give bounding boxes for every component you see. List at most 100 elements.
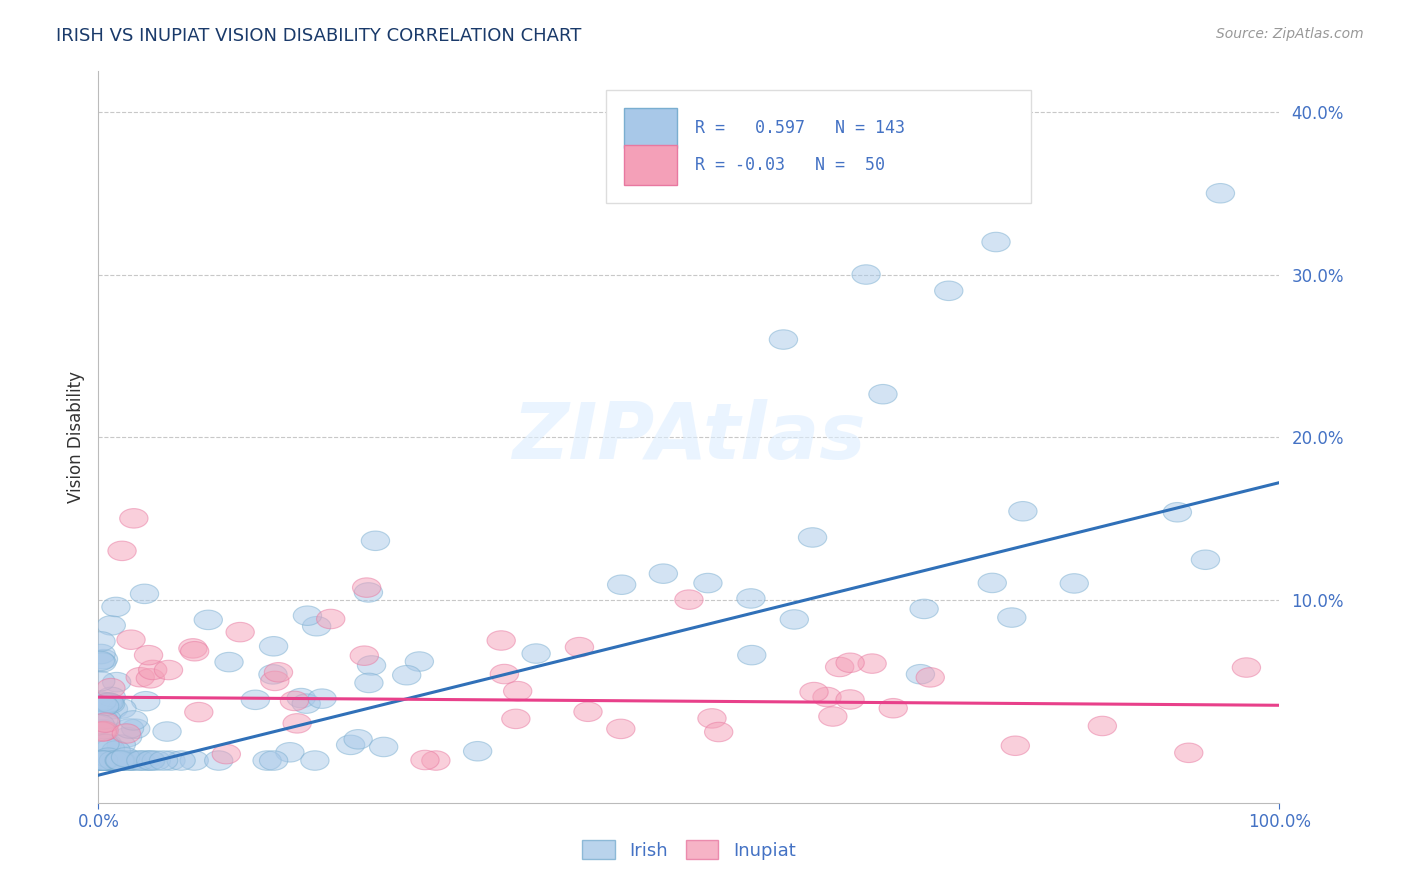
FancyBboxPatch shape (624, 145, 678, 185)
Ellipse shape (86, 751, 114, 771)
Ellipse shape (704, 723, 733, 742)
Ellipse shape (294, 606, 322, 625)
Ellipse shape (100, 751, 128, 771)
Ellipse shape (650, 564, 678, 583)
Ellipse shape (142, 751, 170, 771)
Ellipse shape (260, 671, 290, 690)
Ellipse shape (1001, 736, 1029, 756)
Ellipse shape (127, 667, 155, 687)
Ellipse shape (606, 719, 636, 739)
Y-axis label: Vision Disability: Vision Disability (66, 371, 84, 503)
Ellipse shape (103, 673, 131, 692)
Ellipse shape (259, 665, 287, 684)
Ellipse shape (136, 669, 165, 688)
Ellipse shape (607, 575, 636, 594)
Ellipse shape (103, 751, 131, 771)
Ellipse shape (422, 751, 450, 771)
Ellipse shape (100, 751, 128, 771)
Ellipse shape (132, 691, 160, 711)
Ellipse shape (107, 751, 135, 771)
Ellipse shape (98, 748, 127, 767)
Ellipse shape (121, 719, 150, 739)
Ellipse shape (280, 691, 309, 711)
Ellipse shape (370, 737, 398, 756)
Text: Source: ZipAtlas.com: Source: ZipAtlas.com (1216, 27, 1364, 41)
Ellipse shape (105, 751, 134, 771)
Ellipse shape (357, 656, 385, 675)
Ellipse shape (869, 384, 897, 404)
Ellipse shape (90, 697, 118, 715)
Ellipse shape (800, 682, 828, 702)
Ellipse shape (157, 751, 186, 771)
Ellipse shape (910, 599, 938, 619)
Ellipse shape (94, 692, 122, 712)
Ellipse shape (697, 708, 725, 728)
Ellipse shape (118, 751, 146, 771)
Ellipse shape (818, 706, 846, 726)
Ellipse shape (89, 751, 117, 771)
Ellipse shape (97, 694, 125, 714)
Ellipse shape (104, 751, 132, 771)
Ellipse shape (1206, 184, 1234, 203)
Ellipse shape (89, 722, 117, 741)
Ellipse shape (1191, 550, 1219, 569)
Ellipse shape (94, 751, 122, 771)
Ellipse shape (693, 574, 723, 593)
Ellipse shape (135, 646, 163, 665)
Ellipse shape (503, 681, 531, 701)
Ellipse shape (825, 657, 853, 677)
Ellipse shape (260, 637, 288, 656)
Ellipse shape (405, 652, 433, 672)
Ellipse shape (350, 646, 378, 665)
Ellipse shape (464, 741, 492, 761)
Ellipse shape (131, 584, 159, 604)
Ellipse shape (89, 649, 118, 669)
Ellipse shape (155, 660, 183, 680)
Ellipse shape (574, 702, 602, 722)
Ellipse shape (522, 644, 550, 664)
Ellipse shape (215, 652, 243, 672)
Ellipse shape (194, 610, 222, 630)
Ellipse shape (998, 607, 1026, 627)
Ellipse shape (837, 690, 865, 709)
Ellipse shape (107, 751, 135, 771)
Ellipse shape (292, 694, 321, 714)
Ellipse shape (837, 653, 865, 673)
Ellipse shape (96, 693, 124, 713)
Ellipse shape (89, 751, 117, 771)
Text: R = -0.03   N =  50: R = -0.03 N = 50 (695, 155, 884, 174)
Ellipse shape (104, 751, 132, 771)
Ellipse shape (1163, 502, 1191, 522)
Ellipse shape (87, 644, 115, 664)
Ellipse shape (392, 665, 420, 685)
Ellipse shape (260, 751, 288, 771)
Ellipse shape (90, 710, 118, 730)
Ellipse shape (491, 665, 519, 684)
Ellipse shape (502, 709, 530, 729)
Ellipse shape (858, 654, 886, 673)
Ellipse shape (226, 623, 254, 642)
Ellipse shape (1088, 716, 1116, 736)
Ellipse shape (907, 665, 935, 684)
Ellipse shape (97, 751, 127, 771)
Ellipse shape (242, 690, 270, 709)
Ellipse shape (91, 713, 120, 732)
Ellipse shape (94, 747, 122, 767)
Ellipse shape (100, 751, 128, 771)
Ellipse shape (935, 281, 963, 301)
Ellipse shape (90, 749, 118, 769)
Ellipse shape (97, 615, 125, 635)
Ellipse shape (108, 751, 136, 771)
Ellipse shape (86, 751, 114, 771)
Ellipse shape (486, 631, 516, 650)
Ellipse shape (115, 719, 143, 739)
Ellipse shape (101, 597, 131, 616)
Ellipse shape (149, 751, 177, 771)
Ellipse shape (86, 651, 114, 671)
Ellipse shape (86, 751, 114, 771)
Ellipse shape (180, 641, 209, 661)
Ellipse shape (316, 609, 344, 629)
Ellipse shape (118, 751, 146, 771)
Ellipse shape (979, 574, 1007, 592)
Ellipse shape (93, 734, 121, 754)
